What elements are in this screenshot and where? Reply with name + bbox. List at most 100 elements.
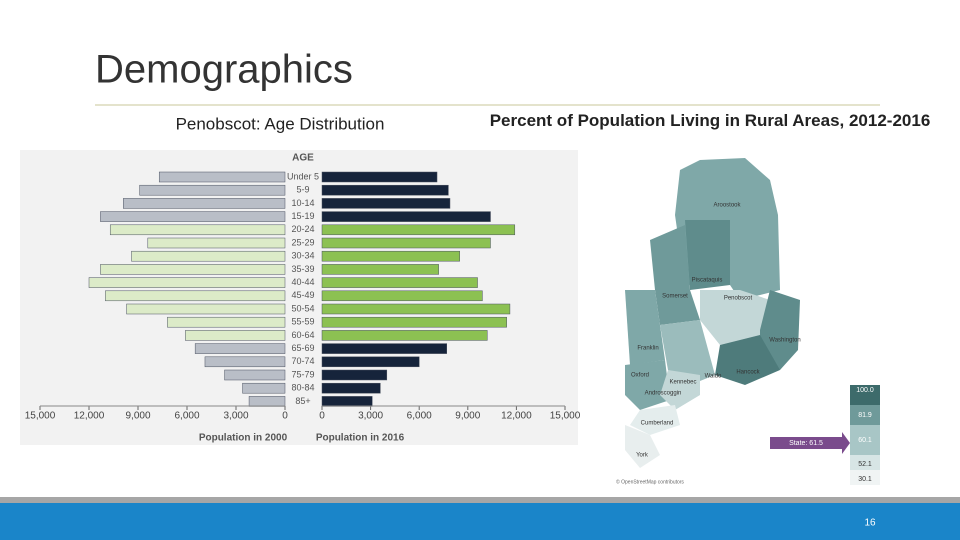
- county-label: York: [636, 453, 649, 459]
- county-label: Aroostook: [713, 203, 741, 209]
- legend-swatch: [850, 455, 880, 470]
- x-tick-label: 9,000: [455, 411, 480, 422]
- bar: [321, 316, 507, 328]
- bar: [204, 356, 286, 368]
- x-tick-label: 6,000: [407, 411, 432, 422]
- legend-label: 60.1: [858, 437, 872, 444]
- x-tick-label: 0: [282, 411, 288, 422]
- county-shape: [625, 290, 665, 365]
- bar: [321, 184, 449, 196]
- x-tick-label: 3,000: [223, 411, 248, 422]
- bar: [321, 277, 478, 288]
- legend-label: 30.1: [858, 476, 872, 483]
- bar: [321, 356, 420, 368]
- y-tick-label: 65-69: [291, 343, 314, 353]
- y-tick-label: 25-29: [291, 237, 314, 247]
- x-tick-label: 3,000: [358, 411, 383, 422]
- y-tick-label: 40-44: [291, 277, 314, 287]
- legend-swatch: [850, 385, 880, 405]
- county-label: Cumberland: [641, 421, 674, 427]
- county-shape: [625, 425, 660, 468]
- y-tick-label: 80-84: [291, 383, 314, 393]
- y-tick-label: 30-34: [291, 251, 314, 261]
- bar: [321, 303, 511, 315]
- x-tick-label: 6,000: [174, 411, 199, 422]
- y-tick-label: 75-79: [291, 369, 314, 379]
- y-tick-label: 35-39: [291, 264, 314, 274]
- county-label: Penobscot: [724, 296, 753, 302]
- bar: [185, 330, 286, 341]
- footer-strip: [0, 497, 960, 503]
- map-title-box: Percent of Population Living in Rural Ar…: [489, 111, 931, 130]
- county-label: Kennebec: [669, 380, 696, 386]
- bar: [321, 198, 451, 209]
- state-label: State: 61.5: [789, 440, 823, 447]
- legend-label: 52.1: [858, 461, 872, 468]
- x-tick-label: 15,000: [25, 411, 56, 422]
- y-tick-label: 60-64: [291, 330, 314, 340]
- legend-label: 81.9: [858, 412, 872, 419]
- bar: [105, 290, 286, 302]
- x-tick-label: 0: [319, 411, 325, 422]
- county-shape: [700, 290, 770, 345]
- legend-swatch: [850, 425, 880, 455]
- bar: [88, 277, 286, 288]
- county-shape: [760, 290, 800, 370]
- county-shape: [625, 360, 670, 410]
- bar: [147, 237, 286, 249]
- bar: [100, 211, 286, 222]
- x-tick-label: 9,000: [125, 411, 150, 422]
- y-tick-label: Under 5: [287, 171, 319, 181]
- county-label: Franklin: [637, 346, 658, 352]
- bar: [321, 343, 447, 354]
- county-label: Washington: [769, 338, 800, 344]
- county-label: Hancock: [736, 370, 760, 376]
- county-shape: [660, 320, 715, 385]
- y-tick-label: 85+: [295, 396, 310, 406]
- pyramid-chart: AGE Under 5 5-9 10-14 15-19 20-24 25-29 30-34 35…: [25, 153, 581, 444]
- chart-title: Penobscot: Age Distribution: [176, 114, 385, 133]
- bar: [167, 316, 286, 328]
- map-title: Percent of Population Living in Rural Ar…: [489, 111, 931, 130]
- map-credit: © OpenStreetMap contributors: [616, 478, 684, 485]
- bar: [131, 250, 286, 262]
- x-tick-label: 12,000: [74, 411, 105, 422]
- y-tick-label: 45-49: [291, 290, 314, 300]
- y-tick-label: 50-54: [291, 303, 314, 313]
- bar: [248, 396, 286, 407]
- bar: [126, 303, 286, 315]
- y-tick-label: 15-19: [291, 211, 314, 221]
- y-tick-label: 10-14: [291, 198, 314, 208]
- bar: [321, 290, 483, 302]
- bar: [321, 330, 488, 341]
- county-shape: [685, 220, 730, 290]
- slide-title: Demographics: [95, 48, 353, 92]
- bar: [321, 264, 439, 275]
- state-arrow: [770, 437, 842, 449]
- county-label: Oxford: [631, 373, 649, 379]
- map: Aroostook Piscataquis Somerset Penobscot…: [616, 158, 880, 485]
- x-axis-label: Population in 2016: [316, 433, 405, 444]
- county-label: Waldo: [705, 374, 722, 380]
- state-arrow-head: [842, 432, 850, 454]
- bar: [139, 184, 286, 196]
- page-number: 16: [864, 518, 876, 529]
- legend-swatch: [850, 470, 880, 485]
- county-label: Piscataquis: [692, 278, 723, 284]
- bar: [158, 171, 286, 183]
- x-axis-label: Population in 2000: [199, 433, 288, 444]
- y-tick-label: 55-59: [291, 317, 314, 327]
- legend-label: 100.0: [856, 387, 874, 394]
- bar: [321, 211, 491, 222]
- bar: [321, 396, 373, 407]
- county-label: Somerset: [662, 294, 688, 300]
- bar: [321, 250, 460, 262]
- county-shape: [630, 405, 680, 435]
- x-tick-label: 12,000: [501, 411, 532, 422]
- bar: [321, 382, 381, 394]
- footer-bar: [0, 503, 960, 540]
- county-shape: [650, 225, 700, 325]
- legend-swatch: [850, 405, 880, 425]
